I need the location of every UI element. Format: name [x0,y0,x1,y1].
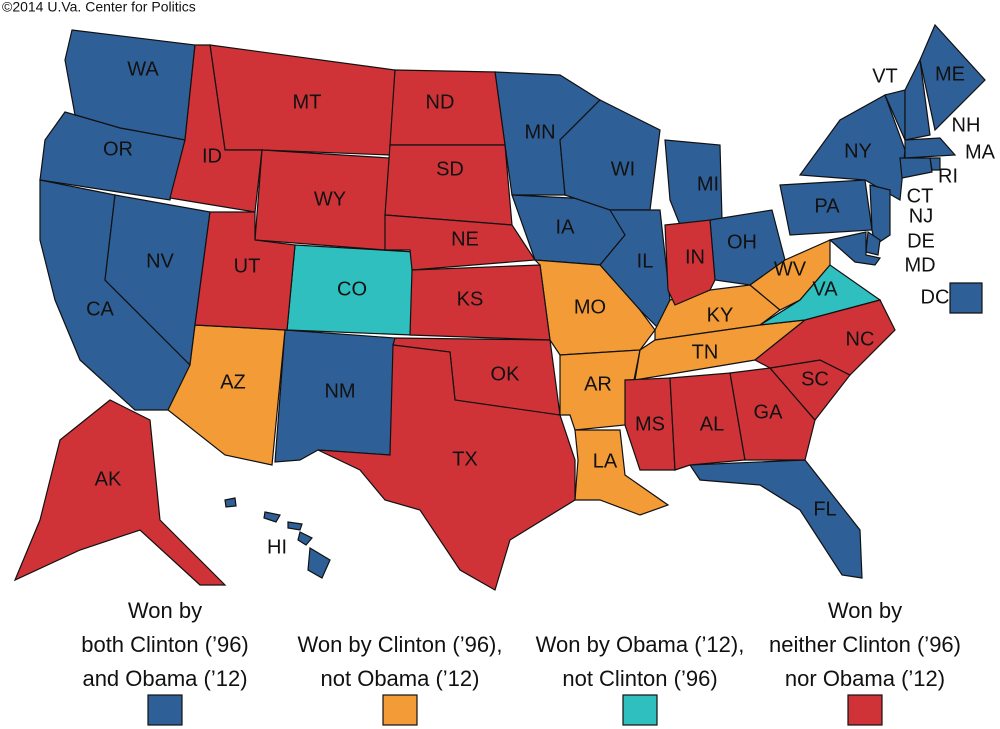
state-label: PA [814,195,840,217]
state-shape [13,399,227,586]
state-label: UT [234,255,261,277]
state-label: ND [426,91,455,113]
state-label: KS [457,288,484,310]
state-label: MN [524,121,555,143]
state-shape [753,299,896,376]
state-label: AL [700,413,724,435]
legend-label: nor Obama (’12) [785,666,945,691]
state-shape [194,211,296,331]
state-label: SD [436,158,464,180]
state-shape [599,209,671,332]
legend-swatch [147,694,183,726]
state-shape [169,44,263,213]
state-shape [828,231,882,266]
state-label: CT [907,185,934,207]
state-label: MI [697,173,719,195]
state-shape [688,459,863,579]
state-shape [287,521,303,531]
state-label: VA [812,278,838,300]
state-label: WY [314,188,346,210]
states [13,23,986,591]
state-label: TN [692,341,719,363]
state-label: NH [952,114,981,136]
state-label: TX [452,448,478,470]
state-label: KY [707,304,734,326]
state-shape [759,264,882,326]
state-label: LA [593,450,618,472]
state-label: OR [103,138,133,160]
state-shape [224,497,237,508]
state-shape [919,23,986,132]
state-label: RI [938,165,958,187]
legend-label: both Clinton (’96) [81,632,249,657]
state-label: OH [727,231,757,253]
state-shape [263,511,281,523]
state-shape [729,367,816,461]
state-label: CA [86,298,114,320]
legend-label: not Obama (’12) [321,666,480,691]
credit: ©2014 U.Va. Center for Politics [2,0,196,15]
state-label: SC [801,368,829,390]
state-label: IN [685,246,705,268]
state-label: OK [491,363,521,385]
state-label: IL [637,250,654,272]
state-label: CO [337,278,367,300]
state-label: MS [635,413,665,435]
state-label: MT [293,91,322,113]
legend-label: not Clinton (’96) [562,666,717,691]
legend-label: Won by [828,598,902,623]
state-label: AK [95,468,122,490]
state-label: NC [846,328,875,350]
state-label: NJ [909,205,933,227]
state-shape [664,219,716,306]
state-shape [307,546,331,579]
state-label: WA [127,58,159,80]
state-label: FL [813,498,836,520]
state-label: ME [935,63,965,85]
state-shape [624,377,676,471]
state-label: AR [584,373,612,395]
state-label: NE [451,228,479,250]
legend-label: and Obama (’12) [82,666,247,691]
state-label: WI [611,158,635,180]
legend-swatch [622,694,658,726]
legend-label: neither Clinton (’96) [769,632,961,657]
state-label: NV [146,250,174,272]
legend-swatch [847,694,883,726]
state-label: WV [774,258,807,280]
state-shape [904,137,957,159]
state-label: MD [904,254,935,276]
state-shape [297,531,313,546]
state-label: NM [324,380,355,402]
state-labels: WA OR CA NV NM MN IA WI IL MI OH PA NY VT NH ME MA RICTNJ… [86,58,996,558]
legend-swatch [382,694,418,726]
state-shape [904,57,931,141]
state-label: AZ [220,371,246,393]
state-shape [869,184,891,246]
state-shape [39,111,186,201]
state-shape [574,429,670,516]
legend-label: Won by Clinton (’96), [297,632,502,657]
legend-label: Won by [128,598,202,623]
state-label: ID [202,145,222,167]
state-label: NY [844,140,872,162]
legend-label: Won by Obama (’12), [536,632,745,657]
state-shape [669,372,746,471]
state-shape [865,230,881,256]
state-label: DE [907,230,935,252]
state-shape [317,344,576,591]
state-label: IA [556,216,576,238]
state-shape [384,144,513,226]
state-label: HI [267,536,287,558]
state-shape [949,282,983,314]
state-label: VT [872,65,898,87]
state-label: MA [965,141,996,163]
state-label: GA [754,401,784,423]
state-label: MO [574,296,606,318]
state-shape [899,157,933,179]
legend: Won by both Clinton (’96) and Obama (’12) W… [81,598,961,726]
state-label: DC [921,286,950,308]
